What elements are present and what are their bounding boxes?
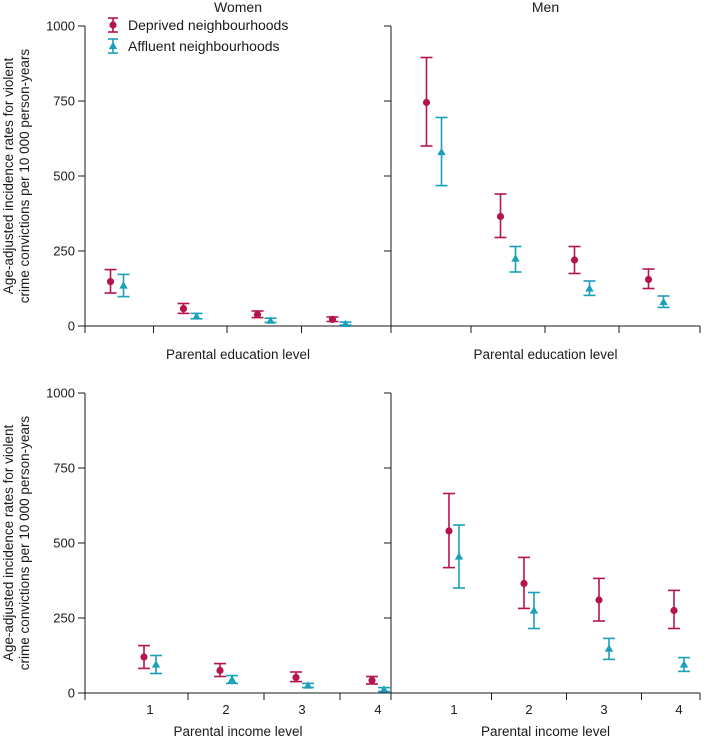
- data-point-deprived: [520, 579, 528, 588]
- data-point-deprived: [445, 527, 453, 535]
- x-tick-label: 3: [298, 702, 305, 717]
- x-tick-label: 4: [374, 702, 381, 717]
- legend-item-deprived: Deprived neighbourhoods: [108, 17, 288, 33]
- data-point-deprived: [292, 673, 300, 682]
- y-tick-label: 500: [53, 536, 75, 551]
- data-point-affluent: [679, 660, 689, 668]
- data-point-affluent: [437, 147, 446, 156]
- data-point-affluent: [585, 284, 594, 292]
- series-deprived: [443, 492, 680, 630]
- x-axis-title: Parental education level: [473, 347, 617, 362]
- data-point-deprived: [595, 596, 603, 604]
- data-point-affluent: [604, 644, 614, 652]
- data-point-deprived: [368, 676, 376, 685]
- x-tick-label: 1: [450, 702, 457, 717]
- series-affluent: [435, 116, 670, 309]
- y-tick-label: 1000: [46, 386, 75, 401]
- x-tick-label: 2: [525, 702, 532, 717]
- data-point-affluent: [454, 552, 464, 560]
- series-deprived: [104, 268, 339, 323]
- legend-item-affluent: Affluent neighbourhoods: [108, 38, 280, 54]
- data-point-affluent: [341, 319, 350, 328]
- y-axis-title-bottom: Age-adjusted incidence rates for violent…: [1, 416, 32, 671]
- data-point-deprived: [496, 212, 505, 221]
- x-tick-label: 3: [600, 702, 607, 717]
- y-axis-title-line1: Age-adjusted incidence rates for violent: [1, 425, 16, 662]
- legend-marker-circle: [109, 21, 117, 29]
- y-axis-title-top: Age-adjusted incidence rates for violent…: [1, 49, 32, 304]
- data-point-affluent: [227, 675, 237, 683]
- series-deprived: [138, 644, 378, 685]
- series-affluent: [117, 273, 352, 328]
- legend-marker-triangle: [108, 41, 118, 50]
- data-point-deprived: [179, 305, 188, 313]
- y-axis-title-line2: crime convictions per 10 000 person-year…: [17, 416, 32, 671]
- data-point-affluent: [529, 606, 539, 614]
- data-point-affluent: [511, 254, 520, 262]
- y-tick-label: 500: [53, 169, 75, 184]
- data-point-deprived: [140, 653, 148, 661]
- data-point-deprived: [216, 666, 224, 675]
- data-point-deprived: [644, 275, 653, 284]
- data-point-deprived: [570, 256, 579, 264]
- x-tick-label: 1: [146, 702, 153, 717]
- y-tick-label: 750: [53, 461, 75, 476]
- y-tick-label: 250: [53, 611, 75, 626]
- y-tick-label: 0: [68, 319, 75, 334]
- data-point-affluent: [151, 660, 161, 668]
- panel-3: 0 250 500 750 1000 1 2 3 4 Parental income level: [46, 386, 392, 739]
- panel-title: Men: [532, 0, 559, 15]
- data-point-deprived: [328, 315, 337, 323]
- data-point-affluent: [192, 312, 201, 320]
- x-axis-title: Parental income level: [481, 724, 610, 739]
- y-tick-label: 1000: [46, 19, 75, 34]
- panel-4: 1 2 3 4 Parental income level: [384, 392, 701, 739]
- legend: Deprived neighbourhoods Affluent neighbou…: [108, 17, 288, 54]
- panel-title: Women: [214, 0, 262, 15]
- panel-1: 0 250 500 750 1000 Parental education level Wo…: [46, 0, 392, 362]
- y-tick-label: 250: [53, 244, 75, 259]
- series-affluent: [150, 654, 390, 693]
- x-axis-title: Parental income level: [173, 724, 302, 739]
- data-point-affluent: [119, 281, 128, 289]
- y-tick-label: 750: [53, 94, 75, 109]
- data-point-deprived: [422, 98, 431, 107]
- legend-label: Deprived neighbourhoods: [128, 17, 288, 33]
- data-point-deprived: [670, 606, 678, 615]
- panel-2: Parental education level Men: [384, 0, 701, 362]
- y-axis-title-line2: crime convictions per 10 000 person-year…: [17, 49, 32, 304]
- data-point-affluent: [303, 681, 313, 689]
- series-affluent: [453, 524, 690, 673]
- data-point-deprived: [106, 278, 115, 286]
- data-point-affluent: [266, 316, 275, 324]
- data-point-affluent: [379, 685, 389, 693]
- series-deprived: [420, 56, 655, 290]
- y-tick-label: 0: [68, 686, 75, 701]
- legend-label: Affluent neighbourhoods: [128, 38, 280, 54]
- y-axis-title-line1: Age-adjusted incidence rates for violent: [1, 58, 16, 295]
- data-point-deprived: [253, 311, 262, 319]
- data-point-affluent: [659, 297, 668, 306]
- x-axis-title: Parental education level: [166, 347, 310, 362]
- x-tick-label: 2: [222, 702, 229, 717]
- x-tick-label: 4: [675, 702, 682, 717]
